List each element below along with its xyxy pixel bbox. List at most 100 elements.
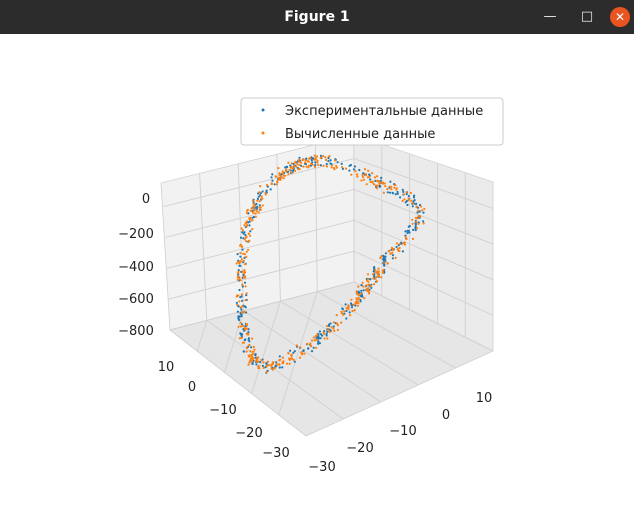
computed-point: [381, 271, 384, 274]
computed-point: [250, 355, 253, 358]
computed-point: [315, 346, 318, 349]
computed-point: [241, 270, 244, 273]
minimize-icon[interactable]: —: [543, 9, 557, 24]
experimental-point: [401, 250, 404, 253]
computed-point: [251, 352, 254, 356]
experimental-point: [386, 191, 389, 194]
computed-point: [254, 215, 257, 218]
experimental-point: [391, 191, 394, 194]
computed-point: [303, 352, 306, 355]
computed-point: [260, 359, 263, 362]
experimental-point: [250, 346, 253, 349]
experimental-point: [383, 264, 386, 267]
computed-point: [311, 163, 314, 166]
computed-point: [373, 176, 377, 179]
close-icon[interactable]: ✕: [610, 7, 630, 27]
computed-point: [409, 191, 412, 195]
experimental-point: [341, 167, 344, 170]
computed-point: [355, 298, 359, 301]
computed-point: [361, 173, 364, 176]
experimental-point: [241, 231, 244, 234]
experimental-point: [389, 180, 392, 183]
experimental-point: [412, 196, 416, 199]
experimental-point: [329, 162, 332, 165]
computed-point: [245, 322, 248, 326]
experimental-point: [318, 342, 321, 345]
experimental-point: [248, 340, 251, 343]
experimental-point: [332, 325, 335, 328]
computed-point: [316, 159, 319, 162]
computed-point: [259, 185, 262, 188]
computed-point: [336, 328, 339, 332]
computed-point: [328, 330, 331, 333]
computed-point: [258, 200, 261, 203]
computed-point: [290, 357, 293, 360]
experimental-point: [395, 245, 398, 249]
experimental-point: [319, 164, 322, 167]
z-tick-label: −400: [118, 260, 154, 275]
experimental-point: [406, 203, 409, 207]
computed-point: [371, 172, 374, 175]
experimental-point: [278, 366, 281, 369]
computed-point: [236, 278, 239, 281]
experimental-point: [340, 162, 343, 165]
computed-point: [331, 164, 334, 167]
experimental-point: [317, 337, 320, 340]
computed-point: [244, 236, 247, 239]
computed-point: [244, 263, 247, 266]
experimental-point: [414, 225, 417, 228]
experimental-point: [413, 194, 416, 197]
computed-point: [242, 252, 245, 255]
computed-point: [380, 276, 383, 279]
experimental-point: [374, 179, 377, 182]
grid-line: [196, 320, 208, 352]
computed-point: [403, 241, 406, 244]
computed-point: [255, 210, 259, 213]
experimental-point: [238, 288, 241, 292]
computed-point: [276, 181, 279, 184]
computed-point: [290, 171, 293, 174]
computed-point: [347, 308, 350, 311]
computed-point: [249, 358, 252, 362]
experimental-point: [238, 318, 241, 322]
computed-point: [357, 302, 360, 305]
legend-marker: [261, 108, 265, 112]
computed-point: [277, 167, 280, 170]
computed-point: [315, 338, 318, 341]
experimental-point: [396, 190, 399, 194]
computed-point: [411, 237, 415, 240]
legend-marker: [261, 131, 265, 135]
experimental-point: [241, 285, 244, 288]
computed-point: [306, 342, 309, 345]
computed-point: [365, 183, 368, 186]
computed-point: [288, 358, 292, 361]
computed-point: [398, 243, 401, 246]
computed-point: [297, 159, 300, 162]
maximize-icon[interactable]: □: [580, 9, 594, 24]
experimental-point: [247, 328, 250, 331]
computed-point: [271, 362, 274, 366]
computed-point: [397, 249, 400, 252]
grid-line: [353, 188, 494, 245]
computed-point: [252, 345, 255, 349]
computed-point: [372, 283, 376, 286]
experimental-point: [422, 211, 425, 214]
computed-point: [405, 237, 408, 241]
computed-point: [362, 285, 365, 288]
experimental-point: [278, 355, 281, 358]
computed-point: [240, 227, 243, 230]
experimental-point: [258, 194, 262, 197]
computed-point: [393, 186, 396, 189]
computed-point: [239, 325, 243, 328]
computed-point: [410, 199, 413, 202]
computed-point: [405, 191, 408, 194]
computed-point: [419, 215, 422, 218]
experimental-point: [248, 224, 251, 227]
computed-point: [252, 211, 255, 214]
computed-point: [243, 271, 247, 274]
computed-point: [245, 346, 249, 349]
computed-point: [370, 284, 373, 287]
computed-point: [264, 193, 267, 196]
computed-point: [302, 165, 305, 168]
experimental-point: [238, 264, 241, 267]
